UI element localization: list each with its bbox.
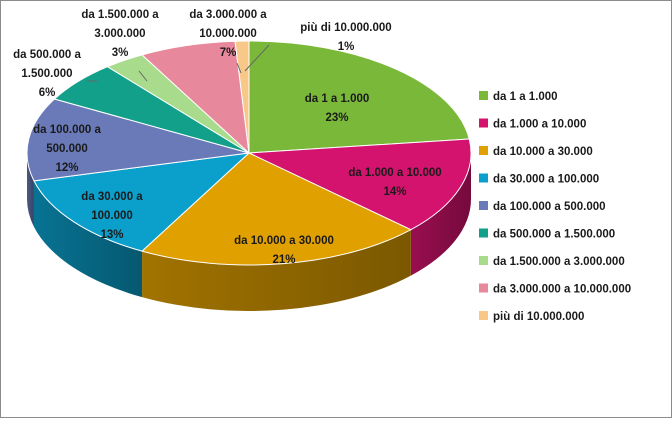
slice-label: da 1.500.000 a 3.000.000 3% — [81, 9, 159, 59]
slice-value-label: 23% — [325, 112, 348, 124]
slice-label: da 10.000 a 30.000 21% — [234, 235, 334, 266]
slice-labels: da 1 a 1.000 23% da 1.000 a 10.000 14% da 10… — [13, 9, 442, 266]
legend-swatch — [479, 256, 488, 265]
pie-slice — [33, 152, 250, 252]
slice-label: più di 10.000.000 1% — [300, 22, 391, 53]
legend-swatch — [479, 201, 488, 210]
legend-label: più di 10.000.000 — [493, 311, 584, 323]
pie-slice — [234, 40, 250, 154]
slice-value-label: 7% — [220, 47, 237, 59]
slice-value-label: 6% — [39, 87, 56, 99]
legend-label: da 100.000 a 500.000 — [493, 201, 606, 213]
legend-label: da 1 a 1.000 — [493, 91, 558, 103]
slice-label: da 3.000.000 a 10.000.000 7% — [189, 9, 267, 59]
leader-line — [244, 44, 270, 72]
slice-value-label: 12% — [55, 162, 78, 174]
legend-label: da 10.000 a 30.000 — [493, 146, 593, 158]
slice-side — [33, 180, 143, 298]
legend-label: da 30.000 a 100.000 — [493, 174, 599, 186]
slice-value-label: 3% — [112, 47, 129, 59]
slice-side — [142, 229, 411, 312]
leader-line — [236, 62, 242, 74]
legend-swatch — [479, 228, 488, 238]
slice-label: da 1 a 1.000 23% — [305, 93, 370, 124]
slice-label: da 100.000 a 500.000 12% — [33, 124, 101, 174]
slice-side — [410, 153, 471, 276]
pie-tops — [26, 40, 472, 266]
legend-swatch — [479, 283, 488, 293]
pie-sides — [27, 153, 471, 312]
slice-side — [27, 153, 34, 227]
slice-value-label: 1% — [338, 41, 355, 53]
pie-slice — [248, 40, 470, 154]
slice-value-label: 13% — [100, 229, 123, 241]
pie-slice — [141, 152, 412, 266]
slice-value-label: 21% — [272, 254, 295, 266]
legend-label: da 3.000.000 a 10.000.000 — [493, 284, 631, 296]
legend-label: da 1.000 a 10.000 — [493, 119, 586, 131]
leader-lines — [87, 44, 270, 82]
pie-slice — [248, 138, 472, 231]
leader-line — [138, 70, 148, 82]
legend-swatch — [479, 173, 488, 183]
legend: da 1 a 1.000 da 1.000 a 10.000 da 10.000 a… — [479, 91, 631, 323]
slice-label: da 1.000 a 10.000 14% — [348, 167, 441, 198]
slice-label: da 30.000 a 100.000 13% — [81, 191, 143, 241]
legend-label: da 1.500.000 a 3.000.000 — [493, 256, 625, 268]
legend-swatch — [479, 91, 488, 100]
slice-value-label: 14% — [383, 186, 406, 198]
legend-label: da 500.000 a 1.500.000 — [493, 229, 615, 241]
legend-swatch — [479, 146, 488, 155]
legend-swatch — [479, 118, 488, 128]
slice-label: da 500.000 a 1.500.000 6% — [13, 49, 81, 99]
legend-swatch — [479, 311, 488, 320]
pie-slice — [26, 98, 250, 182]
